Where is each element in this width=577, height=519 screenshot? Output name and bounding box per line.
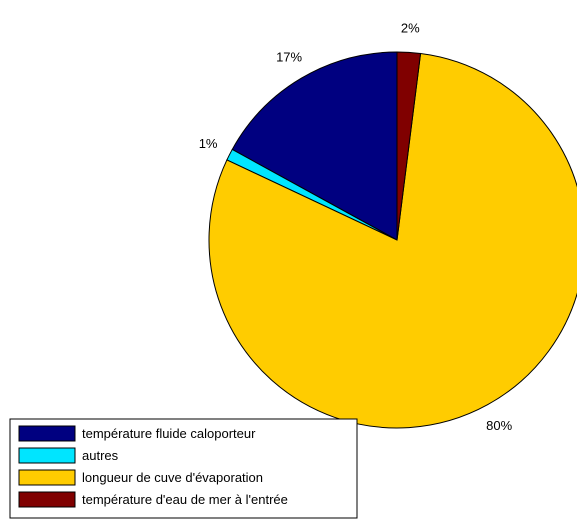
- slice-percent-label-0: 17%: [276, 50, 302, 65]
- pie-slice-0: [231, 51, 398, 241]
- legend-swatch-2: [18, 469, 76, 486]
- slice-percent-label-3: 2%: [401, 20, 420, 35]
- pie-slice-3: [396, 51, 422, 241]
- legend-label-1: autres: [82, 448, 119, 463]
- legend-swatch-3: [18, 491, 76, 508]
- legend-swatch-1: [18, 447, 76, 464]
- legend-swatch-0: [18, 425, 76, 442]
- slice-percent-label-1: 1%: [199, 136, 218, 151]
- slice-percent-label-2: 80%: [486, 418, 512, 433]
- legend-label-2: longueur de cuve d'évaporation: [82, 470, 263, 485]
- pie-percent-labels: 17% 1% 80% 2%: [199, 20, 513, 432]
- legend: température fluide caloporteur autres long…: [9, 418, 358, 519]
- legend-label-0: température fluide caloporteur: [82, 426, 256, 441]
- pie-slice-2: [208, 52, 577, 429]
- pie-slices: [208, 51, 577, 429]
- legend-label-3: température d'eau de mer à l'entrée: [82, 492, 288, 507]
